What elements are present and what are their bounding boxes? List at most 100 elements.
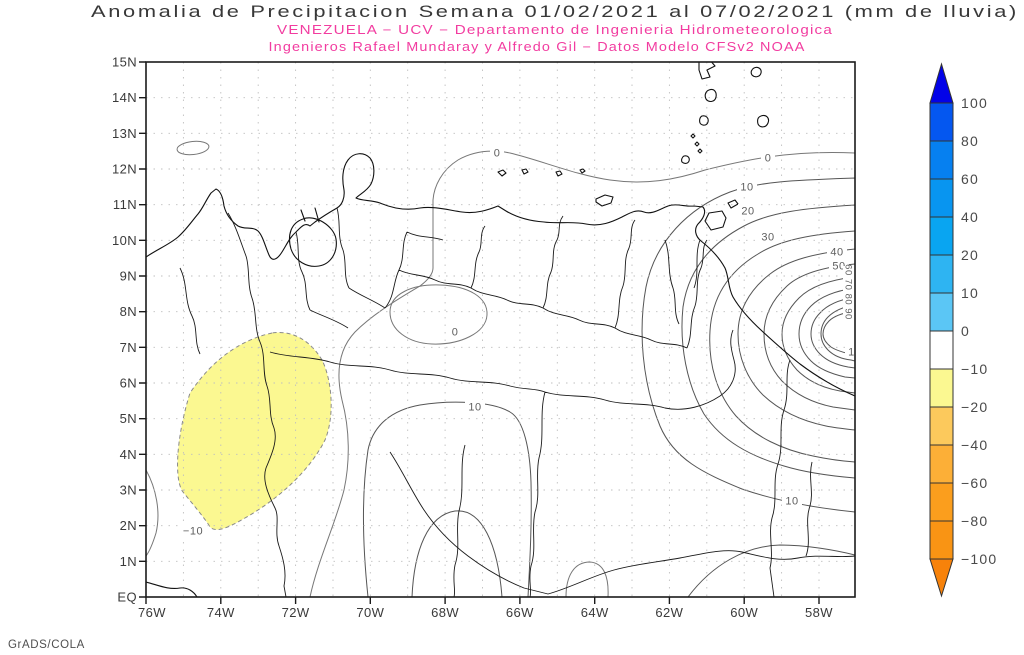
svg-text:50: 50 (832, 261, 845, 273)
colorbar-segment-40-60 (929, 178, 954, 218)
colorbar-segment-minus60-minus40 (929, 444, 954, 484)
colorbar-segment-minus100-minus80 (929, 520, 954, 560)
colorbar-label-40: 40 (961, 209, 979, 225)
coastline-south-america (146, 153, 855, 397)
colorbar-label-10: 10 (961, 285, 979, 301)
colorbar-segment-minus40-minus20 (929, 406, 954, 446)
contour-label-0-center: 0 (448, 325, 462, 339)
lon-label-74w: 74W (207, 605, 235, 620)
colorbar-segment-minus10-0 (929, 330, 954, 370)
colorbar-segment-10-20 (929, 254, 954, 294)
svg-text:100: 100 (848, 347, 868, 359)
contour-label-10-southeast: 10 (782, 494, 802, 508)
colorbar-label-100: 100 (961, 95, 988, 111)
contour-line-30 (709, 230, 855, 463)
graticule-vertical (182, 62, 820, 597)
lon-label-60w: 60W (730, 605, 758, 620)
lon-label-62w: 62W (655, 605, 683, 620)
contour-fill-core-100 (822, 310, 855, 356)
colorbar-segment-20-40 (929, 216, 954, 256)
lat-label-1n: 1N (120, 554, 137, 569)
colorbar-segment-minus80-minus60 (929, 482, 954, 522)
contour-label-0-north: 0 (490, 146, 504, 160)
contour-fill-blob-guajira (176, 140, 210, 156)
contour-fill-ring-10 (641, 177, 855, 513)
lon-label-70w: 70W (356, 605, 384, 620)
lon-label-58w: 58W (805, 605, 833, 620)
lat-label-5n: 5N (120, 411, 137, 426)
contour-label-30-east: 30 (758, 230, 778, 244)
lat-label-4n: 4N (120, 447, 137, 462)
lat-label-13n: 13N (112, 126, 137, 141)
lat-label-7n: 7N (120, 340, 137, 355)
svg-text:20: 20 (741, 206, 754, 218)
lat-label-6n: 6N (120, 376, 137, 391)
country-borders (227, 212, 855, 597)
contour-label-100-east: 100 (845, 345, 868, 359)
figure-title: Anomalia de Precipitacion Semana 01/02/2… (91, 3, 1019, 21)
contour-line-50 (763, 263, 855, 411)
svg-text:0: 0 (452, 327, 459, 339)
lat-label-15n: 15N (112, 55, 137, 70)
contour-label-0-northeast: 0 (761, 151, 775, 165)
contour-label-60-90-stacked: 60 70 80 90 (843, 264, 855, 320)
colorbar: 100 80 60 40 20 10 0 −10 −20 −40 −60 −80… (929, 62, 997, 598)
longitude-ticks (145, 597, 820, 604)
plot-border (145, 61, 856, 598)
contour-label-minus10-southwest: −10 (179, 524, 207, 538)
svg-text:10: 10 (740, 182, 753, 194)
contour-fill-ring-40 (737, 248, 855, 431)
contour-fill-ring-20 (681, 204, 855, 479)
lon-label-64w: 64W (581, 605, 609, 620)
coastline-lesser-antilles (681, 62, 770, 164)
colorbar-segment-80-100 (929, 102, 954, 142)
lat-label-3n: 3N (120, 483, 137, 498)
colorbar-segment-minus20-minus10 (929, 368, 954, 408)
map-plot-area: 0 0 10 20 30 40 50 60 70 80 90 100 0 (146, 62, 868, 597)
state-borders (179, 207, 736, 597)
coastline-lake-maracaibo (288, 207, 337, 267)
colorbar-label-minus60: −60 (961, 475, 988, 491)
credit-grads-cola: GrADS/COLA (8, 639, 85, 651)
lat-label-12n: 12N (112, 162, 137, 177)
colorbar-label-minus80: −80 (961, 513, 988, 529)
colorbar-segment-60-80 (929, 140, 954, 180)
colorbar-triangle-bottom (929, 558, 954, 598)
svg-text:40: 40 (830, 247, 843, 259)
longitude-axis: 76W 74W 72W 70W 68W 66W 64W 62W 60W 58W (138, 605, 833, 620)
svg-text:30: 30 (761, 232, 774, 244)
contour-fill-minus10 (177, 331, 332, 531)
contour-fill-10-20-southeast (687, 544, 855, 597)
contour-label-10-central: 10 (465, 400, 485, 414)
contour-label-20-east: 20 (738, 204, 758, 218)
contour-fill-white-notch (565, 561, 609, 597)
svg-text:10: 10 (468, 402, 481, 414)
subtitle-ingenieros: Ingenieros Rafael Mundaray y Alfredo Gil… (269, 40, 806, 54)
colorbar-triangle-top (929, 62, 954, 104)
svg-text:−10: −10 (183, 526, 203, 538)
colorbar-segment-0-10 (929, 292, 954, 332)
lon-label-72w: 72W (282, 605, 310, 620)
coastline-bottom-left (146, 581, 198, 597)
svg-text:0: 0 (494, 148, 501, 160)
lat-label-14n: 14N (112, 90, 137, 105)
contour-line-70 (798, 287, 855, 379)
svg-text:0: 0 (765, 153, 772, 165)
contour-fill-white-pocket (389, 284, 488, 345)
svg-text:60 70 80 90: 60 70 80 90 (843, 264, 854, 320)
contour-fill-20-40-south (411, 510, 503, 597)
lat-label-9n: 9N (120, 269, 137, 284)
lon-label-68w: 68W (431, 605, 459, 620)
colorbar-label-minus100: −100 (961, 551, 997, 567)
colorbar-label-60: 60 (961, 171, 979, 187)
lat-label-eq: EQ (117, 590, 137, 605)
lon-label-76w: 76W (138, 605, 166, 620)
contour-fill-10-20-central (363, 401, 532, 597)
lat-label-11n: 11N (113, 197, 137, 212)
coastline-margarita-islands (497, 168, 614, 207)
svg-text:10: 10 (785, 496, 798, 508)
lon-label-66w: 66W (506, 605, 534, 620)
colorbar-label-20: 20 (961, 247, 979, 263)
